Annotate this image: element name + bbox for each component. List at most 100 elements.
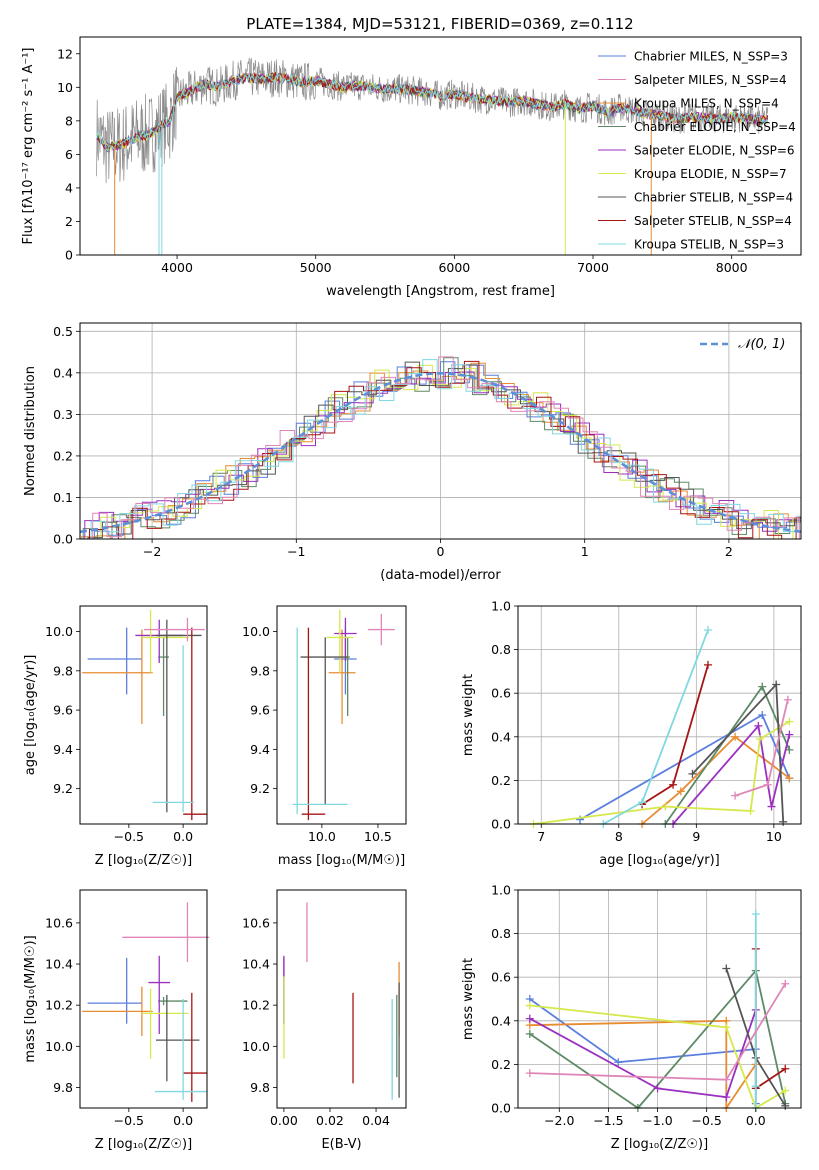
- weight_vs_age-xtick-label-1: 8: [615, 829, 623, 844]
- residuals-hist-6: [80, 360, 801, 539]
- age_vs_mass-ytick-label-2: 9.6: [250, 703, 270, 718]
- weight_vs_Z-series-5-marker-0: [722, 964, 731, 973]
- weight_vs_Z-series-6-marker-2: [781, 1064, 790, 1073]
- weight_vs_Z-series-0: [529, 998, 757, 1104]
- spectrum-legend-label-3: Chabrier ELODIE, N_SSP=4: [634, 120, 796, 134]
- weight_vs_age-series-6-marker-2: [703, 660, 712, 669]
- weight_vs_Z-xlabel: Z [log₁₀(Z/Z☉)]: [611, 1137, 708, 1152]
- weight_vs_age-ytick-label-3: 0.6: [491, 686, 511, 701]
- spectrum-frame: [79, 36, 802, 256]
- weight_vs_age-ytick-label-2: 0.4: [491, 729, 511, 744]
- weight_vs_age-series-1-marker-2: [731, 732, 740, 741]
- weight_vs_Z-xtick-label-3: −0.5: [691, 1113, 721, 1128]
- weight_vs_Z-series-8-marker-1: [722, 1075, 731, 1084]
- weight_vs_age-series-0-marker-1: [758, 711, 767, 719]
- weight_vs_age-xtick-label-2: 9: [692, 829, 700, 844]
- age_vs_Z-ytick-label-2: 9.6: [53, 703, 73, 718]
- residuals-xlabel: (data-model)/error: [380, 568, 501, 583]
- spectrum-xtick-label-3: 7000: [577, 260, 609, 275]
- weight_vs_Z-series-3-marker-0: [525, 1014, 534, 1023]
- residuals-ytick-label-2: 0.2: [53, 448, 73, 463]
- weight_vs_age-frame: [517, 605, 802, 825]
- mass_vs_Z-ytick-label-2: 10.2: [45, 998, 73, 1013]
- weight_vs_Z-series-4-marker-3: [781, 1086, 790, 1095]
- spectrum-xtick-label-0: 4000: [161, 260, 193, 275]
- mass_vs_Z-frame: [79, 889, 208, 1109]
- age_vs_Z-ytick-label-1: 9.4: [53, 742, 73, 757]
- spectrum-legend-label-6: Chabrier STELIB, N_SSP=4: [634, 191, 793, 205]
- spectrum-legend-label-0: Chabrier MILES, N_SSP=3: [634, 50, 788, 64]
- weight_vs_age-series-2-marker-2: [785, 745, 794, 754]
- weight_vs_age-series-5-marker-1: [772, 680, 781, 689]
- weight_vs_age-series-3-marker-3: [785, 730, 794, 739]
- age_vs_Z-xtick-label-0: −0.5: [114, 829, 144, 844]
- weight_vs_age-series-0: [579, 713, 791, 821]
- weight_vs_age-ytick-label-5: 1.0: [491, 599, 511, 614]
- weight_vs_age-ytick-label-4: 0.8: [491, 642, 511, 657]
- weight_vs_age-ylabel: mass weight: [461, 674, 476, 756]
- weight_vs_Z-series-2: [529, 968, 787, 1110]
- weight_vs_Z-ytick-label-3: 0.6: [491, 970, 511, 985]
- weight_vs_Z-series-7-marker-1: [751, 1082, 760, 1091]
- spectrum-ylabel: Flux [fλ10⁻¹⁷ erg cm⁻² s⁻¹ A⁻¹]: [21, 48, 36, 245]
- weight_vs_Z-series-3-marker-2: [722, 1093, 731, 1102]
- weight_vs_age-series-3-marker-2: [767, 802, 776, 811]
- mass_vs_ebv-xtick-label-0: 0.00: [270, 1113, 298, 1128]
- weight_vs_Z-series-1: [529, 1019, 757, 1111]
- age_vs_mass-ytick-label-4: 10.0: [242, 624, 270, 639]
- spectrum-legend-label-1: Salpeter MILES, N_SSP=4: [634, 73, 787, 87]
- mass_vs_ebv-xtick-label-2: 0.04: [362, 1113, 390, 1128]
- residuals-hist-3: [80, 371, 801, 539]
- age_vs_Z-ylabel: age [log₁₀(age/yr)]: [23, 655, 38, 776]
- weight_vs_age-ytick-label-1: 0.2: [491, 773, 511, 788]
- residuals-hist-5: [80, 361, 801, 539]
- weight_vs_age-series-8-marker-0: [731, 791, 740, 800]
- weight_vs_age-series-7-marker-1: [638, 798, 647, 807]
- spectrum-model-line-8: [96, 72, 769, 152]
- age_vs_Z-xlabel: Z [log₁₀(Z/Z☉)]: [95, 853, 192, 868]
- weight_vs_Z-frame: [517, 889, 802, 1109]
- weight_vs_Z-ylabel: mass weight: [461, 958, 476, 1040]
- residuals-xtick-label-4: 2: [725, 544, 733, 559]
- spectrum-ytick-label-3: 6: [65, 147, 73, 162]
- spectrum-ytick-label-5: 10: [57, 80, 73, 95]
- weight_vs_Z-ytick-label-2: 0.4: [491, 1013, 511, 1028]
- age_vs_mass-xtick-label-0: 10.0: [308, 829, 336, 844]
- spectrum-plot-area: [96, 57, 769, 255]
- mass_vs_ebv-ytick-label-0: 9.8: [250, 1080, 270, 1095]
- spectrum-ytick-label-0: 0: [65, 248, 73, 263]
- residuals-plot-area: [80, 356, 801, 539]
- weight_vs_Z-series-3: [529, 1009, 757, 1099]
- mass_vs_ebv-ytick-label-2: 10.2: [242, 998, 270, 1013]
- residuals-hist-8: [80, 356, 801, 539]
- mass_vs_ebv-ytick-label-1: 10.0: [242, 1039, 270, 1054]
- age_vs_mass-ytick-label-0: 9.2: [250, 781, 270, 796]
- residuals-hist-7: [80, 359, 801, 539]
- spectrum-title: PLATE=1384, MJD=53121, FIBERID=0369, z=0…: [246, 15, 633, 33]
- weight_vs_age-series-1-marker-3: [785, 774, 794, 783]
- weight_vs_age-xtick-label-3: 10: [766, 829, 782, 844]
- weight_vs_age-series-4-marker-3: [755, 734, 764, 743]
- age_vs_mass-xlabel: mass [log₁₀(M/M☉)]: [278, 853, 405, 868]
- weight_vs_age-series-6: [641, 664, 709, 806]
- weight_vs_Z-ytick-label-4: 0.8: [491, 926, 511, 941]
- mass_vs_Z-ytick-label-3: 10.4: [45, 957, 73, 972]
- residuals-xtick-label-0: −2: [143, 544, 161, 559]
- age_vs_Z-xtick-label-1: 0.0: [173, 829, 193, 844]
- weight_vs_Z-series-7-marker-0: [751, 909, 760, 918]
- weight_vs_age-series-4-marker-1: [661, 802, 670, 811]
- weight_vs_Z-series-6: [754, 948, 786, 1091]
- weight_vs_age-ytick-label-0: 0.0: [491, 817, 511, 832]
- spectrum-legend-label-5: Kroupa ELODIE, N_SSP=7: [634, 167, 787, 181]
- residuals-xtick-label-2: 0: [437, 544, 445, 559]
- weight_vs_Z-series-0-marker-1: [614, 1058, 623, 1067]
- weight_vs_age-series-8-marker-2: [783, 695, 792, 704]
- mass_vs_Z-ylabel: mass [log₁₀(M/M☉)]: [23, 935, 38, 1062]
- weight_vs_age-series-7-marker-2: [703, 625, 712, 634]
- spectrum-xtick-label-2: 6000: [438, 260, 470, 275]
- residuals-ytick-label-0: 0.0: [53, 532, 73, 547]
- spectrum-xlabel: wavelength [Angstrom, rest frame]: [326, 284, 555, 299]
- weight_vs_Z-ytick-label-0: 0.0: [491, 1101, 511, 1116]
- weight_vs_age-series-6-marker-1: [669, 780, 678, 789]
- mass_vs_Z-xtick-label-0: −0.5: [114, 1113, 144, 1128]
